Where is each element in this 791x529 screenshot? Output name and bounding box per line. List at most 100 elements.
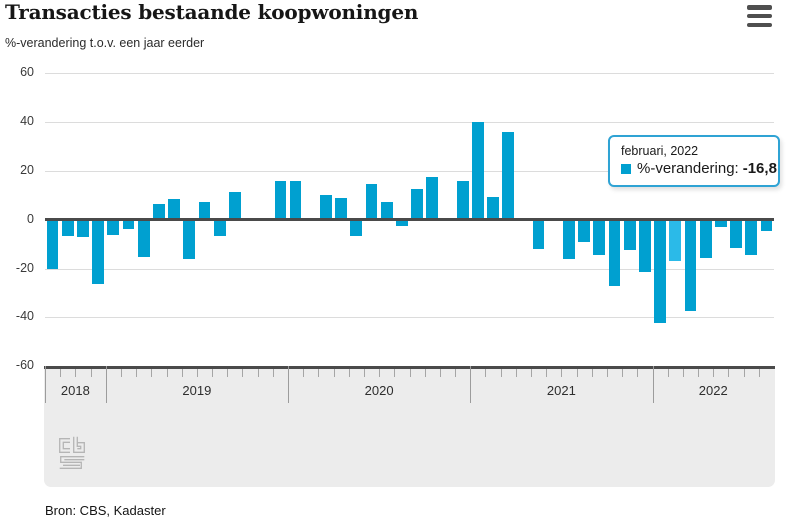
bar-jan-2019[interactable] [107, 219, 120, 235]
month-tick [439, 369, 441, 377]
bar-feb-2019[interactable] [122, 219, 135, 229]
year-separator-tick [288, 366, 289, 403]
bar-jan-2020[interactable] [289, 180, 302, 220]
bar-aug-2020[interactable] [396, 219, 408, 226]
month-tick [196, 369, 198, 377]
month-tick [90, 369, 92, 377]
month-tick [166, 369, 168, 377]
y-axis-label: -40 [15, 309, 34, 324]
source-note: Bron: CBS, Kadaster [45, 503, 166, 518]
bar-apr-2022[interactable] [699, 219, 712, 258]
gridline-20 [45, 170, 774, 172]
month-tick [591, 369, 593, 377]
year-separator-tick [652, 366, 654, 403]
year-label-2019: 2019 [182, 383, 212, 398]
bar-jun-2022[interactable] [730, 219, 742, 249]
month-tick [409, 369, 411, 377]
bar-aug-2021[interactable] [578, 219, 591, 242]
year-separator-tick [470, 366, 472, 403]
bar-sep-2020[interactable] [411, 189, 423, 220]
bar-jan-2021[interactable] [471, 121, 484, 220]
month-tick [394, 369, 396, 377]
chart-subtitle: %-verandering t.o.v. een jaar eerder [5, 36, 205, 50]
bar-okt-2018[interactable] [61, 219, 74, 236]
month-tick [455, 369, 457, 377]
bar-sep-2018[interactable] [46, 219, 59, 269]
bar-feb-2021[interactable] [487, 196, 499, 220]
month-tick [333, 369, 335, 377]
bar-jul-2020[interactable] [380, 201, 393, 220]
month-tick [667, 369, 669, 377]
month-tick [379, 369, 381, 377]
bar-mei-2021[interactable] [532, 219, 545, 249]
bar-dec-2019[interactable] [274, 181, 287, 220]
month-tick [348, 369, 350, 377]
month-tick [758, 369, 760, 377]
bar-jul-2021[interactable] [563, 219, 575, 259]
month-tick [181, 369, 183, 377]
bar-mrt-2022[interactable] [684, 219, 697, 312]
month-tick [363, 369, 365, 377]
month-tick [515, 369, 517, 377]
month-tick [576, 369, 578, 377]
bar-mrt-2019[interactable] [137, 219, 150, 257]
bar-jun-2020[interactable] [365, 184, 378, 220]
month-tick [318, 369, 320, 377]
gridline-60 [45, 73, 774, 75]
month-tick [485, 369, 487, 377]
bar-feb-2022[interactable] [668, 218, 683, 262]
bar-aug-2022[interactable] [760, 219, 773, 231]
month-tick [713, 369, 715, 377]
bar-sep-2021[interactable] [593, 219, 606, 256]
bar-apr-2020[interactable] [335, 198, 348, 220]
month-tick [257, 369, 259, 377]
bar-mrt-2021[interactable] [502, 132, 515, 220]
month-tick [728, 369, 730, 377]
bar-nov-2018[interactable] [77, 219, 89, 237]
y-axis-label: 40 [20, 114, 34, 129]
bar-okt-2021[interactable] [608, 219, 621, 287]
month-tick [272, 369, 274, 377]
bar-jul-2019[interactable] [198, 201, 211, 220]
bar-sep-2019[interactable] [228, 191, 241, 220]
gridline--40 [45, 317, 774, 319]
bar-apr-2019[interactable] [153, 203, 165, 220]
month-tick [242, 369, 244, 377]
month-tick [743, 369, 745, 377]
bar-dec-2020[interactable] [456, 180, 469, 220]
month-tick [606, 369, 608, 377]
menu-button[interactable] [747, 5, 772, 27]
zero-axis-line [45, 218, 774, 222]
bar-mei-2019[interactable] [168, 199, 180, 220]
bar-jun-2019[interactable] [183, 219, 196, 260]
month-tick [75, 369, 77, 377]
bar-jul-2022[interactable] [745, 219, 758, 256]
month-tick [622, 369, 624, 377]
month-tick [120, 369, 122, 377]
year-label-2021: 2021 [546, 383, 576, 398]
y-axis-label: -60 [15, 358, 34, 373]
bar-jan-2022[interactable] [654, 219, 666, 324]
series-marker-icon [621, 163, 631, 174]
month-tick [698, 369, 700, 377]
bar-dec-2021[interactable] [639, 219, 651, 273]
y-axis-label: 20 [20, 162, 34, 177]
gridline-40 [45, 122, 774, 124]
year-label-2018: 2018 [60, 383, 90, 398]
bar-mei-2022[interactable] [714, 219, 727, 227]
bar-mei-2020[interactable] [350, 219, 363, 236]
bar-nov-2021[interactable] [623, 219, 636, 250]
bar-mrt-2020[interactable] [320, 194, 332, 220]
gridline--20 [45, 268, 774, 270]
hamburger-menu-icon [747, 13, 772, 19]
bar-aug-2019[interactable] [213, 219, 226, 236]
y-axis-label: -20 [15, 260, 34, 275]
bar-okt-2020[interactable] [426, 176, 439, 220]
month-tick [561, 369, 563, 377]
y-axis-label: 60 [20, 65, 34, 80]
bar-dec-2018[interactable] [92, 219, 105, 285]
month-tick [531, 369, 532, 377]
month-tick [424, 369, 426, 377]
